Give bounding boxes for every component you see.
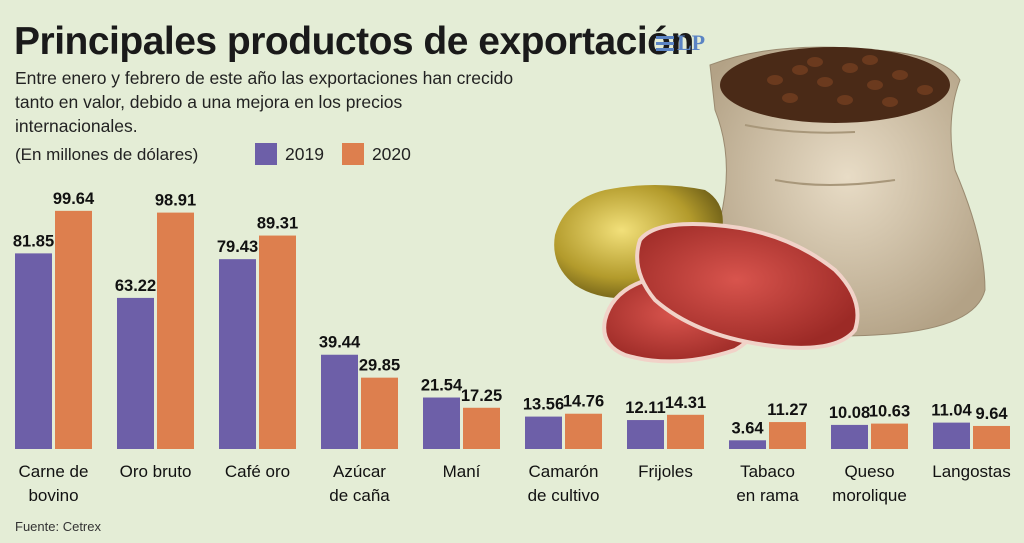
- value-label-2020: 17.25: [461, 387, 502, 405]
- bar-2019: [933, 422, 970, 449]
- bar-2020: [871, 423, 908, 449]
- category-label: Frijoles: [638, 462, 693, 481]
- bar-2020: [259, 235, 296, 449]
- category-label: en rama: [736, 486, 799, 505]
- category-label: de cultivo: [528, 486, 600, 505]
- legend-swatch-2020: [341, 143, 364, 165]
- bar-group: 39.44 29.85 Azúcar de caña: [319, 334, 400, 505]
- bar-2020: [769, 422, 806, 449]
- bar-group: 12.11 14.31 Frijoles: [625, 394, 706, 481]
- legend-swatch-2019: [255, 143, 277, 165]
- lp-logo: LP: [656, 26, 714, 60]
- bar-group: 81.85 99.64 Carne de bovino: [13, 190, 95, 505]
- bar-group: 11.04 9.64 Langostas: [931, 402, 1010, 481]
- unit-label: (En millones de dólares): [15, 145, 199, 164]
- category-label: Tabaco: [740, 462, 795, 481]
- category-label: Langostas: [932, 462, 1010, 481]
- value-label-2019: 12.11: [625, 399, 665, 417]
- bar-2019: [219, 259, 256, 449]
- category-label: Azúcar: [333, 462, 386, 481]
- legend-label-2020: 2020: [371, 143, 411, 164]
- category-label: bovino: [28, 486, 78, 505]
- category-label: de caña: [329, 486, 390, 505]
- value-label-2020: 98.91: [155, 192, 196, 210]
- value-label-2019: 3.64: [731, 419, 764, 437]
- bar-2020: [361, 377, 398, 449]
- category-label: Carne de: [19, 462, 89, 481]
- bar-2020: [55, 210, 92, 449]
- bar-2020: [157, 212, 194, 449]
- category-label: Oro bruto: [120, 462, 192, 481]
- value-label-2020: 14.76: [563, 393, 604, 411]
- beef-steak-icon: [602, 222, 860, 364]
- bar-2020: [973, 425, 1010, 449]
- bar-2019: [423, 397, 460, 449]
- bar-group: 63.22 98.91 Oro bruto: [115, 192, 196, 481]
- bar-2019: [525, 416, 562, 449]
- logo-text: LP: [677, 30, 706, 55]
- bar-2020: [463, 407, 500, 449]
- value-label-2020: 29.85: [359, 357, 400, 375]
- value-label-2020: 11.27: [767, 401, 807, 419]
- products-illustration: [554, 46, 986, 364]
- bar-2019: [627, 420, 664, 449]
- category-label: Queso: [844, 462, 894, 481]
- subtitle: Entre enero y febrero de este año las ex…: [15, 68, 514, 136]
- bar-2019: [15, 253, 52, 449]
- value-label-2019: 79.43: [217, 238, 258, 256]
- bar-2019: [117, 297, 154, 449]
- value-label-2020: 99.64: [53, 190, 95, 208]
- value-label-2019: 81.85: [13, 232, 54, 250]
- value-label-2020: 9.64: [975, 405, 1008, 423]
- source-note: Fuente: Cetrex: [15, 519, 101, 534]
- bar-2019: [831, 424, 868, 449]
- flag-icon: [656, 35, 674, 51]
- value-label-2019: 63.22: [115, 277, 156, 295]
- legend: 2019 2020: [255, 143, 429, 165]
- value-label-2020: 89.31: [257, 215, 298, 233]
- legend-item-2019: 2019: [255, 143, 324, 165]
- value-label-2019: 39.44: [319, 334, 361, 352]
- bar-2019: [321, 354, 358, 449]
- page-title: Principales productos de exportación: [14, 20, 694, 63]
- category-label: Camarón: [529, 462, 599, 481]
- legend-label-2019: 2019: [285, 143, 324, 164]
- value-label-2019: 11.04: [931, 402, 972, 420]
- value-label-2019: 21.54: [421, 377, 463, 395]
- legend-item-2020: 2020: [341, 143, 411, 165]
- category-label: Maní: [443, 462, 481, 481]
- value-label-2020: 14.31: [665, 394, 706, 412]
- bar-2019: [729, 440, 766, 449]
- bar-group: 79.43 89.31 Café oro: [217, 215, 298, 481]
- value-label-2019: 13.56: [523, 396, 564, 414]
- value-label-2019: 10.08: [829, 404, 870, 422]
- bar-2020: [565, 413, 602, 449]
- value-label-2020: 10.63: [869, 403, 910, 421]
- category-label: morolique: [832, 486, 907, 505]
- category-label: Café oro: [225, 462, 290, 481]
- bar-2020: [667, 414, 704, 449]
